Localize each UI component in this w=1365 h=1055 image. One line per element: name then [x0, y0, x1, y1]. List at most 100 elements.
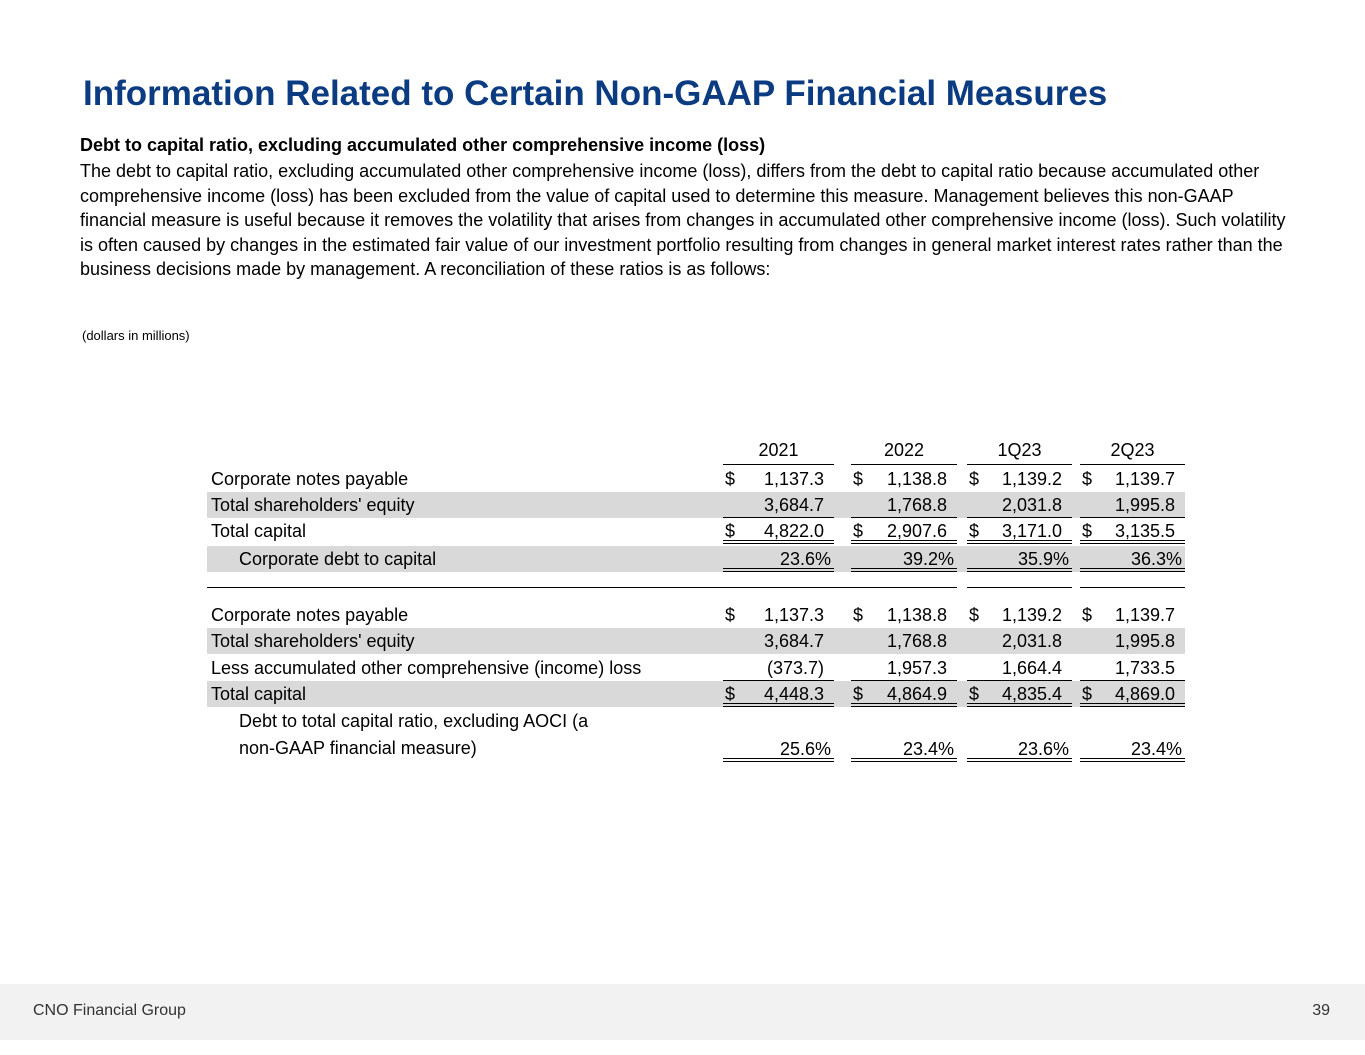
currency-symbol: $ — [1082, 684, 1093, 704]
table-row: Total shareholders' equity 3,684.7 1,768.8… — [207, 628, 1185, 654]
cell-value: 3,684.7 — [763, 495, 824, 515]
cell-value: 36.3% — [1130, 549, 1182, 569]
cell-value: 1,139.7 — [1114, 469, 1175, 489]
row-label-line2: non-GAAP financial measure) — [239, 738, 477, 758]
table-cell: 1,664.4 — [967, 655, 1072, 681]
units-note: (dollars in millions) — [82, 328, 190, 343]
page-title: Information Related to Certain Non-GAAP … — [83, 74, 1108, 113]
currency-symbol: $ — [725, 469, 736, 489]
table-cell: 3,684.7 — [723, 492, 834, 518]
table-cell: $4,448.3 — [723, 681, 834, 707]
row-label: Total shareholders' equity — [211, 631, 415, 651]
currency-symbol: $ — [853, 469, 864, 489]
table-cell: $1,139.7 — [1080, 602, 1185, 628]
section-divider — [967, 587, 1072, 588]
table-cell: $1,138.8 — [851, 602, 957, 628]
description-paragraph: The debt to capital ratio, excluding acc… — [80, 161, 1286, 280]
table-row: Total capital $4,448.3 $4,864.9 $4,835.4 $4,… — [207, 681, 1185, 707]
cell-value: 1,995.8 — [1114, 631, 1175, 651]
table-cell: 1,957.3 — [851, 655, 957, 681]
column-header: 2021 — [723, 440, 834, 465]
currency-symbol: $ — [725, 684, 736, 704]
footer: CNO Financial Group 39 — [0, 984, 1365, 1040]
cell-value: 1,768.8 — [886, 495, 947, 515]
table-cell: 25.6% — [723, 736, 834, 762]
section-divider — [207, 587, 957, 588]
table-cell: 1,768.8 — [851, 492, 957, 518]
row-label: Corporate debt to capital — [239, 549, 437, 569]
currency-symbol: $ — [969, 469, 980, 489]
table-cell: 1,733.5 — [1080, 655, 1185, 681]
cell-value: 2,031.8 — [1001, 631, 1062, 651]
table-cell: $3,171.0 — [967, 518, 1072, 544]
table-cell: 35.9% — [967, 546, 1072, 572]
currency-symbol: $ — [969, 605, 980, 625]
column-header: 2022 — [851, 440, 957, 465]
cell-value: 23.6% — [1017, 739, 1069, 759]
table-cell: 23.6% — [967, 736, 1072, 762]
cell-value: 25.6% — [779, 739, 831, 759]
cell-value: 4,822.0 — [763, 521, 824, 541]
cell-value: 1,139.2 — [1001, 605, 1062, 625]
cell-value: 1,995.8 — [1114, 495, 1175, 515]
column-header: 1Q23 — [967, 440, 1072, 465]
cell-value: 23.6% — [779, 549, 831, 569]
row-label: Total shareholders' equity — [211, 495, 415, 515]
section-heading: Debt to capital ratio, excluding accumul… — [80, 135, 766, 155]
cell-value: 1,138.8 — [886, 469, 947, 489]
table-cell: 1,995.8 — [1080, 492, 1185, 518]
table-cell: 23.4% — [1080, 736, 1185, 762]
cell-value: 1,138.8 — [886, 605, 947, 625]
currency-symbol: $ — [725, 521, 736, 541]
table-cell: 2,031.8 — [967, 628, 1072, 654]
cell-value: 23.4% — [1130, 739, 1182, 759]
table-row: Corporate debt to capital 23.6% 39.2% 35.9%… — [207, 546, 1185, 572]
currency-symbol: $ — [725, 605, 736, 625]
cell-value: 4,448.3 — [763, 684, 824, 704]
table-cell: $1,137.3 — [723, 602, 834, 628]
cell-value: 1,957.3 — [886, 658, 947, 678]
column-header: 2Q23 — [1080, 440, 1185, 465]
table-row: Debt to total capital ratio, excluding A… — [207, 708, 1185, 762]
currency-symbol: $ — [853, 684, 864, 704]
row-label: Less accumulated other comprehensive (in… — [211, 658, 642, 678]
row-label: Debt to total capital ratio, excluding A… — [239, 711, 589, 731]
table-row: Less accumulated other comprehensive (in… — [207, 655, 1185, 681]
table-cell: 1,995.8 — [1080, 628, 1185, 654]
table-cell: 1,768.8 — [851, 628, 957, 654]
cell-value: 1,768.8 — [886, 631, 947, 651]
cell-value: 23.4% — [902, 739, 954, 759]
cell-value: 1,137.3 — [763, 469, 824, 489]
table-cell: $3,135.5 — [1080, 518, 1185, 544]
table-row: Total capital $4,822.0 $2,907.6 $3,171.0 $3,… — [207, 518, 1185, 544]
row-label: Corporate notes payable — [211, 605, 409, 625]
table-cell: (373.7) — [723, 655, 834, 681]
table-cell: $4,864.9 — [851, 681, 957, 707]
cell-value: 4,869.0 — [1114, 684, 1175, 704]
cell-value: 1,664.4 — [1001, 658, 1062, 678]
cell-value: 3,684.7 — [763, 631, 824, 651]
table-cell: 23.4% — [851, 736, 957, 762]
section-divider — [1080, 587, 1185, 588]
currency-symbol: $ — [1082, 521, 1093, 541]
currency-symbol: $ — [853, 605, 864, 625]
cell-value: 2,031.8 — [1001, 495, 1062, 515]
cell-value: 4,864.9 — [886, 684, 947, 704]
cell-value: (373.7) — [766, 658, 824, 678]
table-cell: $4,835.4 — [967, 681, 1072, 707]
table-cell: $2,907.6 — [851, 518, 957, 544]
currency-symbol: $ — [969, 684, 980, 704]
cell-value: 1,139.7 — [1114, 605, 1175, 625]
cell-value: 1,137.3 — [763, 605, 824, 625]
cell-value: 2,907.6 — [886, 521, 947, 541]
footer-company: CNO Financial Group — [33, 1002, 186, 1019]
cell-value: 1,733.5 — [1114, 658, 1175, 678]
table-cell: $1,139.2 — [967, 466, 1072, 492]
currency-symbol: $ — [1082, 605, 1093, 625]
currency-symbol: $ — [853, 521, 864, 541]
table-cell: 39.2% — [851, 546, 957, 572]
row-label: Corporate notes payable — [211, 469, 409, 489]
table-cell: $1,137.3 — [723, 466, 834, 492]
cell-value: 39.2% — [902, 549, 954, 569]
table-row: Corporate notes payable $1,137.3 $1,138.8 $… — [207, 466, 1185, 492]
